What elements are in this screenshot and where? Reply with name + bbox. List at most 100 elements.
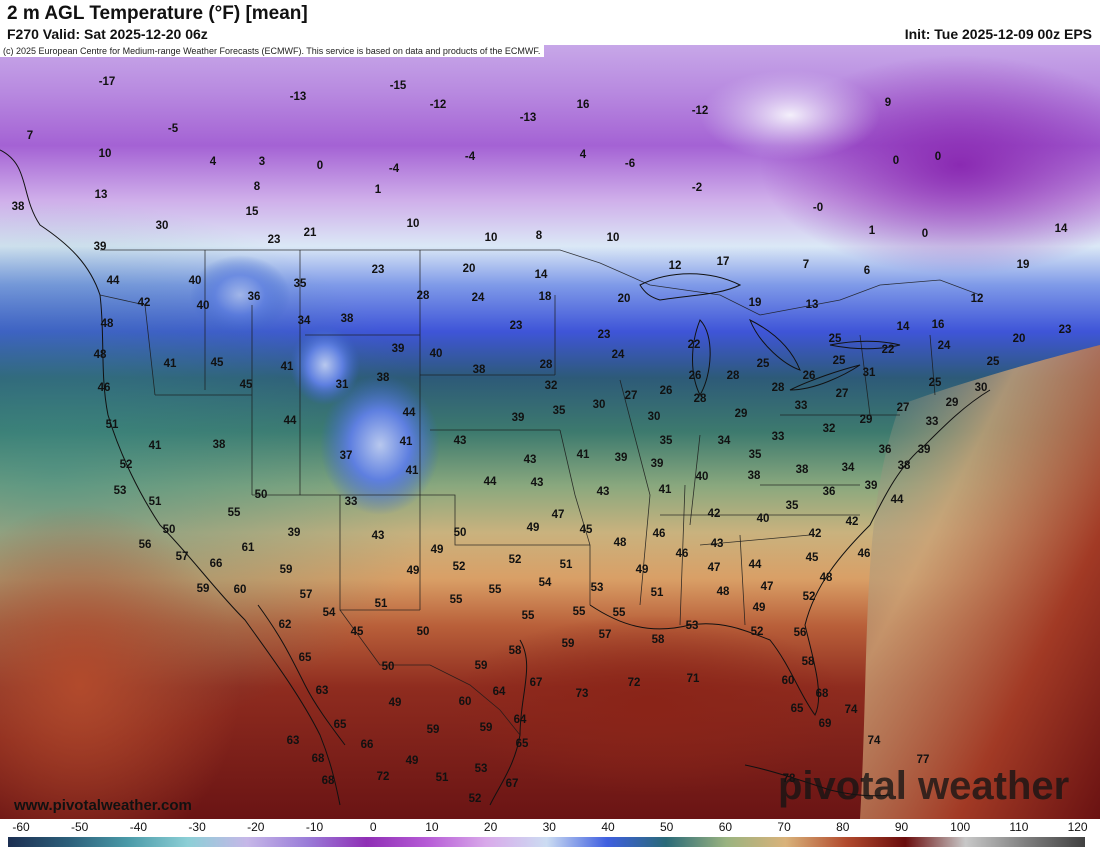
temperature-label: 39	[288, 527, 301, 539]
temperature-label: 28	[772, 382, 785, 394]
temperature-label: 66	[210, 558, 223, 570]
temperature-label: 45	[580, 524, 593, 536]
temperature-label: -4	[465, 151, 476, 163]
temperature-label: 60	[782, 675, 795, 687]
temperature-label: 52	[469, 793, 482, 805]
temperature-label: 25	[757, 358, 770, 370]
temperature-label: 42	[138, 297, 151, 309]
temperature-label: 56	[139, 539, 152, 551]
temperature-label: 55	[613, 607, 626, 619]
color-scale-tick: 40	[601, 820, 615, 834]
color-scale-tick: 10	[425, 820, 439, 834]
temperature-label: 34	[298, 315, 311, 327]
temperature-label: -17	[99, 76, 116, 88]
temperature-label: 23	[268, 234, 281, 246]
temperature-label: 33	[926, 416, 939, 428]
temperature-label: 31	[336, 379, 349, 391]
temperature-label: 68	[312, 753, 325, 765]
temperature-label: 29	[735, 408, 748, 420]
temperature-label: 0	[922, 228, 928, 240]
temperature-label: 55	[450, 594, 463, 606]
temperature-label: 16	[932, 319, 945, 331]
temperature-label: 19	[749, 297, 762, 309]
temperature-label: 1	[869, 225, 876, 237]
temperature-label: -6	[625, 158, 635, 170]
temperature-label: 30	[156, 220, 169, 232]
temperature-label: 45	[351, 626, 364, 638]
temperature-label: 18	[539, 291, 552, 303]
temperature-label: 39	[392, 343, 405, 355]
temperature-label: 49	[407, 565, 420, 577]
temperature-label: 49	[753, 602, 766, 614]
temperature-label: 23	[598, 329, 611, 341]
temperature-label: 53	[114, 485, 127, 497]
temperature-label: 39	[615, 452, 628, 464]
temperature-label: 28	[694, 393, 707, 405]
color-scale-tick: 120	[1067, 820, 1088, 834]
temperature-label: 49	[406, 755, 419, 767]
temperature-label: 44	[484, 476, 497, 488]
temperature-label: 10	[485, 232, 498, 244]
temperature-label: 66	[361, 739, 374, 751]
temperature-label: 0	[893, 155, 899, 167]
color-scale-tick: 110	[1009, 820, 1029, 834]
temperature-label: 53	[475, 763, 488, 775]
temperature-label: 35	[749, 449, 762, 461]
temperature-label: 60	[459, 696, 472, 708]
temperature-label: 51	[560, 559, 573, 571]
temperature-label: 43	[372, 530, 385, 542]
color-scale: -60 -50 -40 -30 -20 -10 0 10 20 30 40 50 60 70 80 90 100…	[0, 819, 1100, 850]
temperature-label: 27	[897, 402, 910, 414]
temperature-label: 43	[524, 454, 537, 466]
temperature-label: 30	[593, 399, 606, 411]
temperature-label: 59	[197, 583, 210, 595]
temperature-label: 58	[652, 634, 665, 646]
temperature-label: 71	[687, 673, 700, 685]
temperature-label: 62	[279, 619, 292, 631]
temperature-label: 7	[27, 130, 33, 142]
watermark-site[interactable]: www.pivotalweather.com	[14, 797, 192, 814]
temperature-label: 74	[868, 735, 881, 747]
temperature-label: 65	[516, 738, 529, 750]
temperature-label: 34	[718, 435, 731, 447]
temperature-label: 38	[748, 470, 761, 482]
temperature-label: 47	[708, 562, 721, 574]
temperature-label: 27	[625, 390, 638, 402]
temperature-label: 57	[300, 589, 313, 601]
temperature-label: 55	[228, 507, 241, 519]
temperature-label: -12	[430, 99, 447, 111]
temperature-label: 7	[803, 259, 809, 271]
temperature-label: 10	[407, 218, 420, 230]
temperature-label: 43	[597, 486, 610, 498]
temperature-label: -0	[813, 202, 823, 214]
temperature-label: 21	[304, 227, 317, 239]
temperature-label: 52	[751, 626, 764, 638]
temperature-label: 42	[708, 508, 721, 520]
temperature-label: 23	[510, 320, 523, 332]
temperature-label: 43	[531, 477, 544, 489]
temperature-label: 50	[382, 661, 395, 673]
temperature-label: 68	[322, 775, 335, 787]
temperature-label: 65	[334, 719, 347, 731]
temperature-label: 13	[95, 189, 108, 201]
temperature-label: 56	[794, 627, 807, 639]
copyright-notice: (c) 2025 European Centre for Medium-rang…	[0, 45, 545, 57]
watermark-brand: pivotal weather	[778, 764, 1070, 808]
temperature-label: 39	[651, 458, 664, 470]
temperature-label: 38	[12, 201, 25, 213]
color-scale-tick: 0	[369, 820, 377, 834]
temperature-label: 13	[806, 299, 819, 311]
temperature-label: 26	[660, 385, 673, 397]
temperature-label: 50	[255, 489, 268, 501]
color-scale-tick: -40	[129, 820, 148, 834]
temperature-label: 35	[786, 500, 799, 512]
temperature-label: 59	[427, 724, 440, 736]
temperature-label: 3	[259, 156, 265, 168]
temperature-label: 0	[317, 160, 323, 172]
temperature-label: 24	[472, 292, 485, 304]
temperature-label: 28	[727, 370, 740, 382]
temperature-label: 47	[761, 581, 774, 593]
temperature-label: 15	[246, 206, 259, 218]
temperature-label: 12	[669, 260, 682, 272]
temperature-label: 59	[280, 564, 293, 576]
